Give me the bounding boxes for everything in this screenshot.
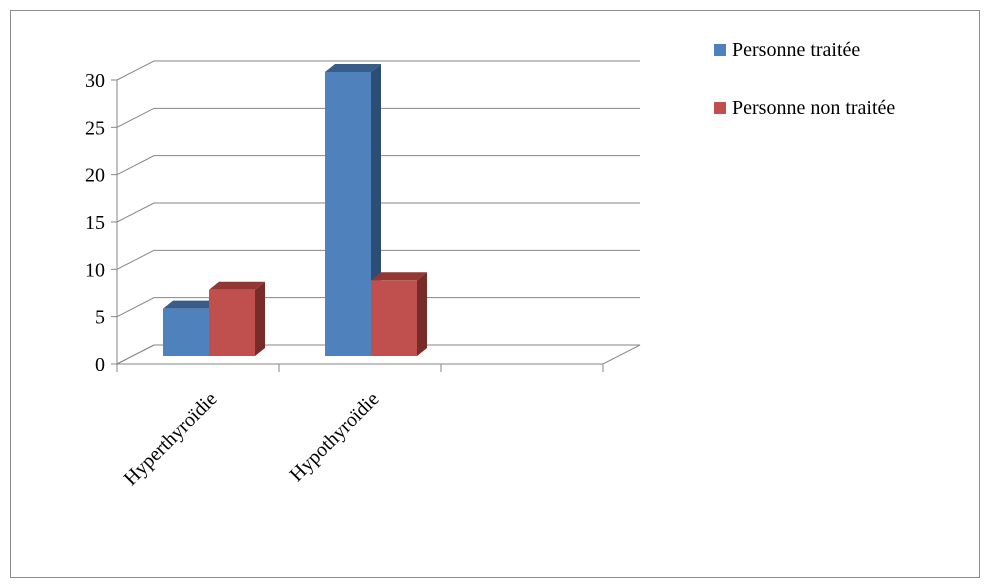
- bar-side: [417, 272, 427, 356]
- gridline: [116, 344, 640, 365]
- y-tick-label: 25: [85, 117, 105, 139]
- legend-label: Personne non traitée: [732, 97, 895, 119]
- bar-top: [209, 281, 265, 290]
- gridline: [116, 297, 640, 318]
- bar-top: [163, 300, 219, 309]
- y-tick-label: 20: [85, 165, 105, 187]
- value-axis: [111, 79, 604, 372]
- bar-side: [255, 281, 265, 356]
- bars: [163, 64, 427, 356]
- legend-swatch: [714, 102, 726, 114]
- bar: [163, 308, 209, 356]
- gridline: [116, 107, 640, 128]
- legend-label: Personne traitée: [732, 39, 860, 61]
- y-tick-label: 5: [95, 307, 105, 329]
- gridline: [116, 60, 640, 81]
- legend-swatch: [714, 44, 726, 56]
- gridline: [116, 202, 640, 223]
- legend: Personne traitée Personne non traitée: [714, 39, 895, 119]
- y-tick-label: 0: [95, 354, 105, 376]
- gridline: [116, 249, 640, 270]
- y-tick-label: 15: [85, 212, 105, 234]
- bar-top: [325, 64, 381, 72]
- bar: [209, 289, 255, 356]
- bar: [325, 72, 371, 356]
- gridlines: [116, 60, 640, 365]
- category-label: Hypothyroïdie: [285, 388, 383, 486]
- y-tick-label: 30: [85, 70, 105, 92]
- category-label: Hyperthyroïdie: [120, 388, 222, 490]
- chart-frame: [10, 10, 980, 578]
- bar: [371, 280, 417, 356]
- y-tick-label: 10: [85, 259, 105, 281]
- bar-top: [371, 272, 427, 281]
- gridline: [116, 155, 640, 176]
